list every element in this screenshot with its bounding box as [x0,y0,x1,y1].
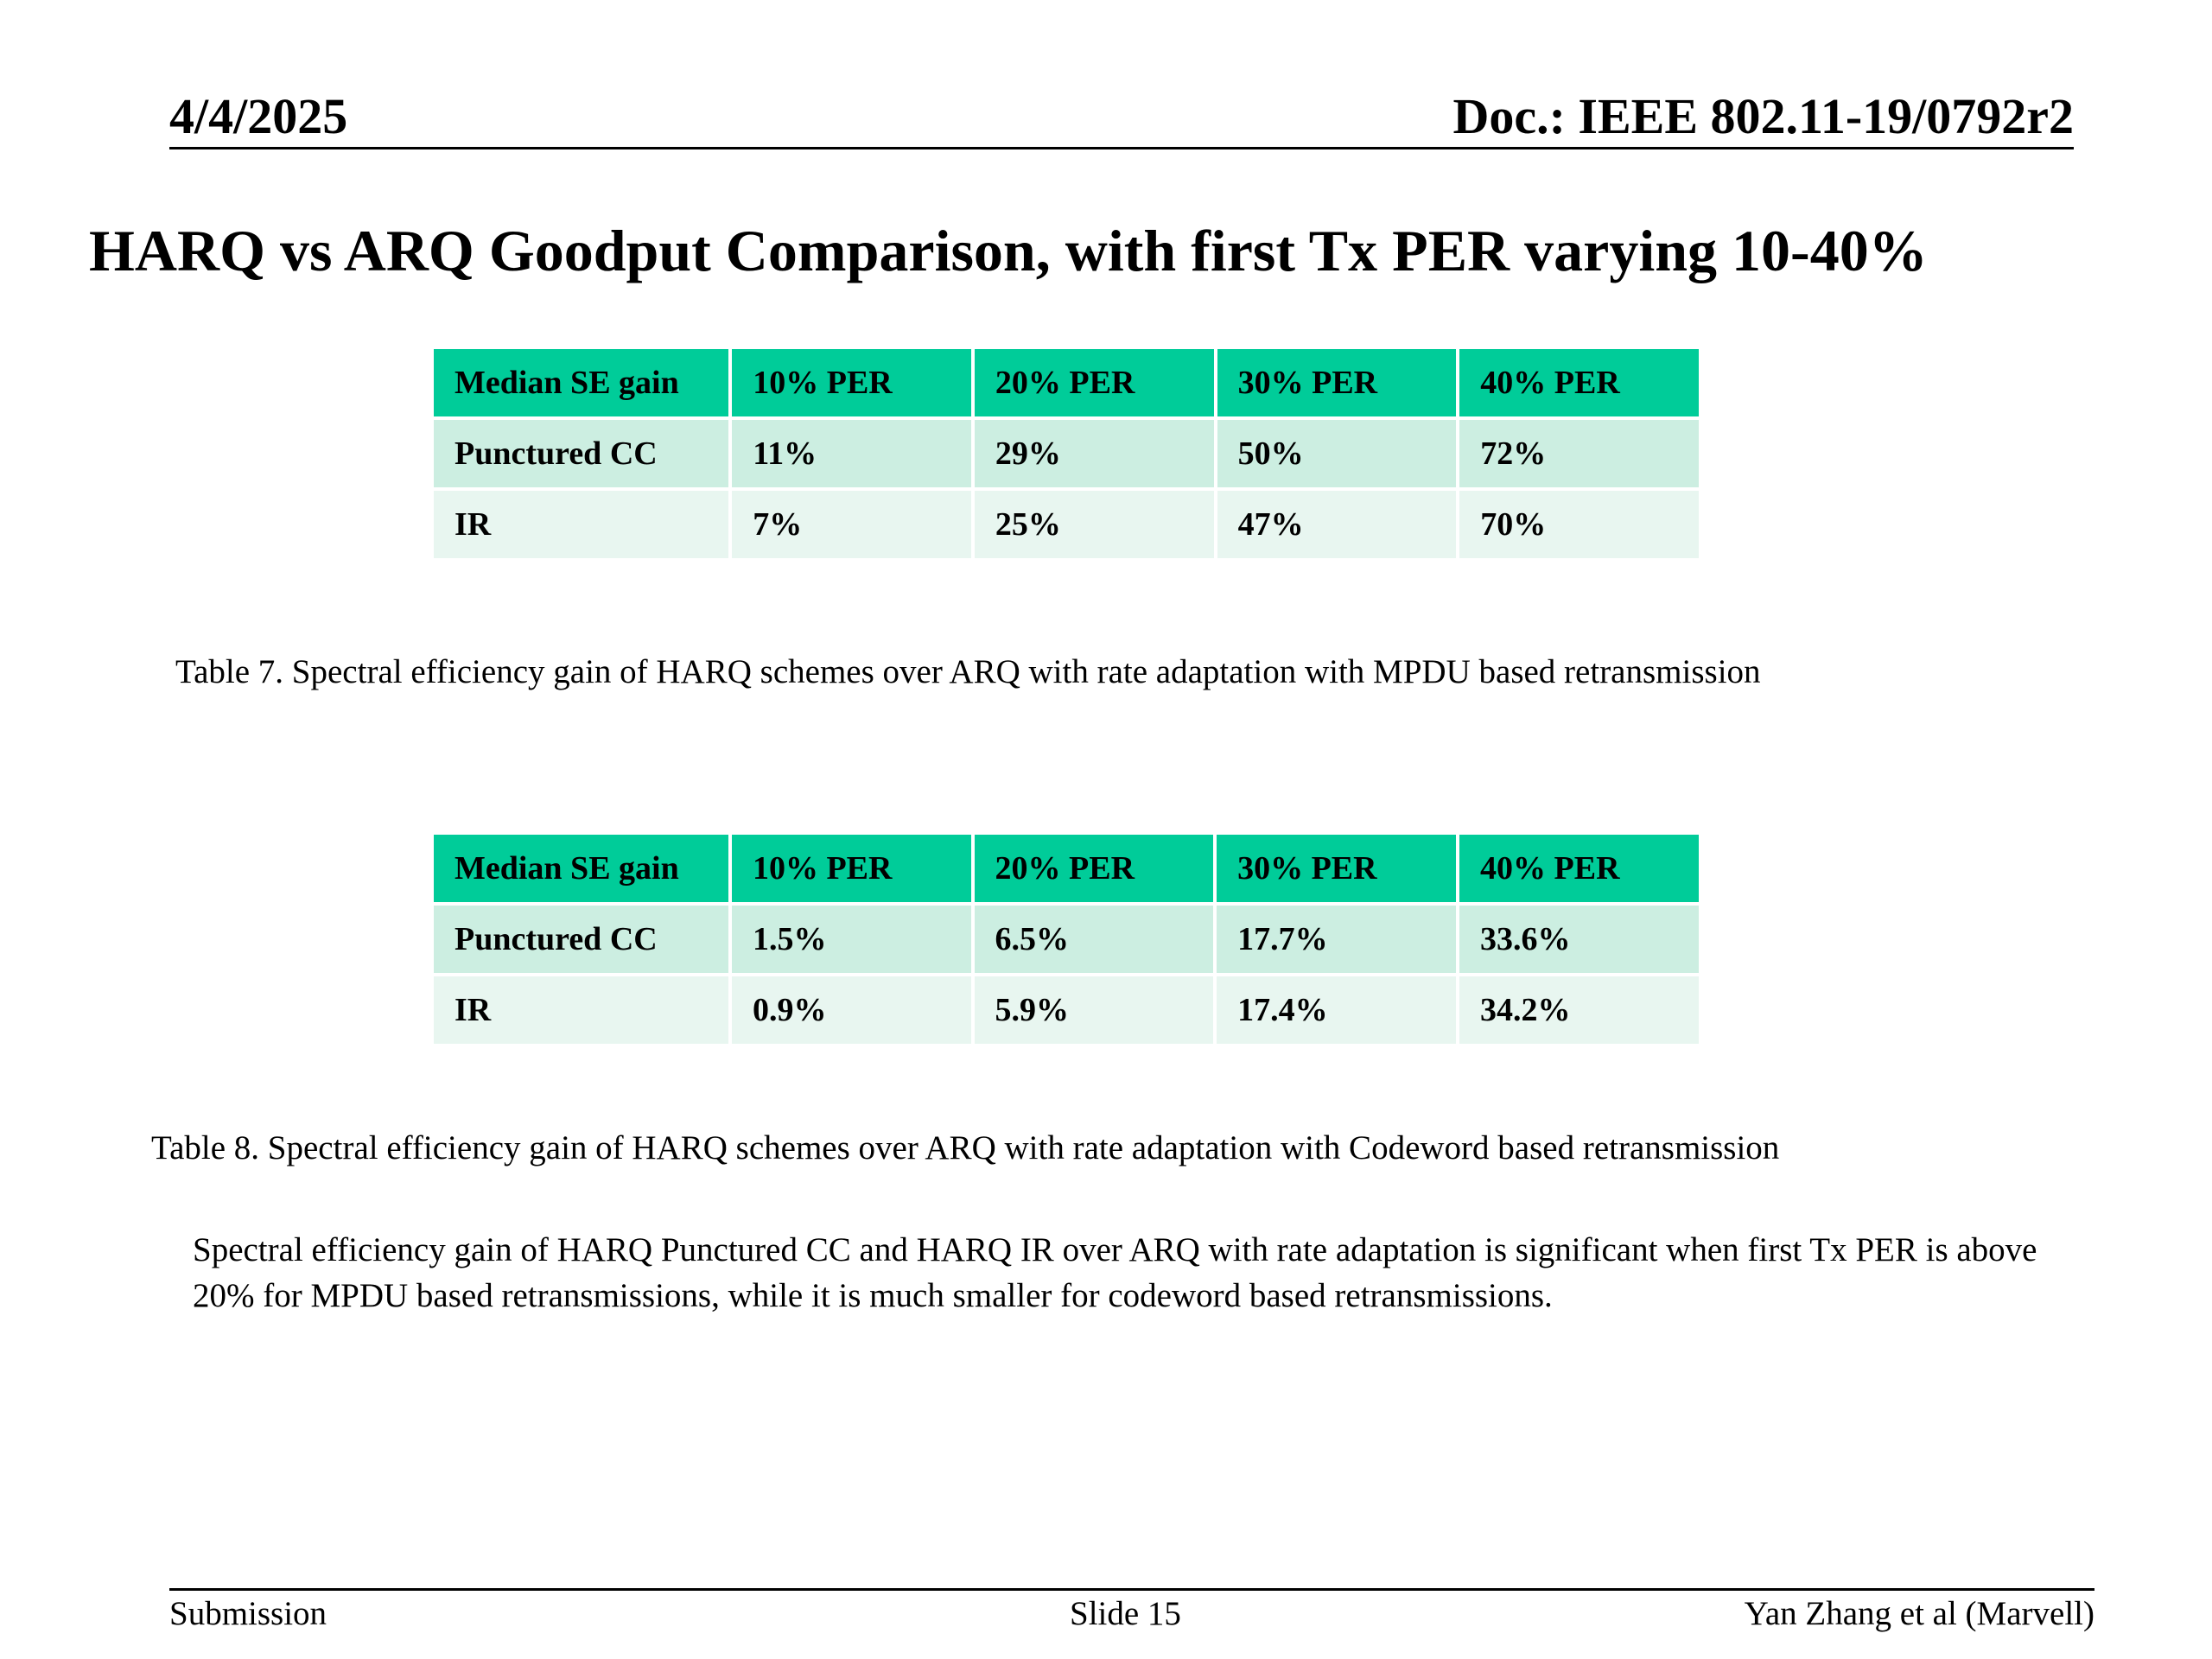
table-cell: 72% [1459,420,1699,487]
table-cell: 33.6% [1459,906,1699,973]
table-header-cell: Median SE gain [434,349,729,416]
table-7-caption: Table 7. Spectral efficiency gain of HAR… [175,653,1761,690]
table-header-cell: 10% PER [732,349,971,416]
table-header-cell: 30% PER [1217,349,1457,416]
table-cell: 7% [732,491,971,558]
footer-rule [169,1588,2094,1591]
header-rule [169,147,2074,149]
table-row: IR 7% 25% 47% 70% [434,491,1699,558]
table-header-cell: Median SE gain [434,835,728,902]
table-cell: 1.5% [731,906,971,973]
table-row: Punctured CC 1.5% 6.5% 17.7% 33.6% [434,906,1699,973]
table-cell: 17.7% [1217,906,1457,973]
summary-text: Spectral efficiency gain of HARQ Punctur… [193,1231,2037,1314]
slide-title: HARQ vs ARQ Goodput Comparison, with fir… [89,218,1928,283]
table-row: Punctured CC 11% 29% 50% 72% [434,420,1699,487]
table-cell: 6.5% [974,906,1214,973]
table-header-cell: 40% PER [1459,835,1699,902]
table-header-row: Median SE gain 10% PER 20% PER 30% PER 4… [434,835,1699,902]
table-header-cell: 20% PER [974,835,1214,902]
table-cell: 34.2% [1459,976,1699,1044]
table-header-cell: 30% PER [1217,835,1457,902]
table-cell: 5.9% [974,976,1214,1044]
table-cell: Punctured CC [434,906,728,973]
table-cell: 17.4% [1217,976,1457,1044]
table-cell: IR [434,976,728,1044]
table-header-cell: 40% PER [1459,349,1699,416]
table-cell: 70% [1459,491,1699,558]
table-8: Median SE gain 10% PER 20% PER 30% PER 4… [430,831,1702,1047]
table-cell: 25% [974,491,1214,558]
header-date: 4/4/2025 [169,88,348,144]
footer-author: Yan Zhang et al (Marvell) [1744,1595,2094,1632]
table-8-caption: Table 8. Spectral efficiency gain of HAR… [151,1129,1780,1166]
table-cell: 0.9% [731,976,971,1044]
table-cell: 50% [1217,420,1457,487]
table-cell: 29% [974,420,1214,487]
table-row: IR 0.9% 5.9% 17.4% 34.2% [434,976,1699,1044]
table-header-row: Median SE gain 10% PER 20% PER 30% PER 4… [434,349,1699,416]
footer-submission: Submission [169,1595,327,1632]
table-header-cell: 10% PER [731,835,971,902]
table-header-cell: 20% PER [974,349,1214,416]
table-7: Median SE gain 10% PER 20% PER 30% PER 4… [430,346,1702,562]
header-doc-id: Doc.: IEEE 802.11-19/0792r2 [1452,88,2074,144]
footer-slide-number: Slide 15 [1070,1595,1181,1632]
table-cell: 11% [732,420,971,487]
table-cell: IR [434,491,729,558]
table-cell: Punctured CC [434,420,729,487]
table-cell: 47% [1217,491,1457,558]
